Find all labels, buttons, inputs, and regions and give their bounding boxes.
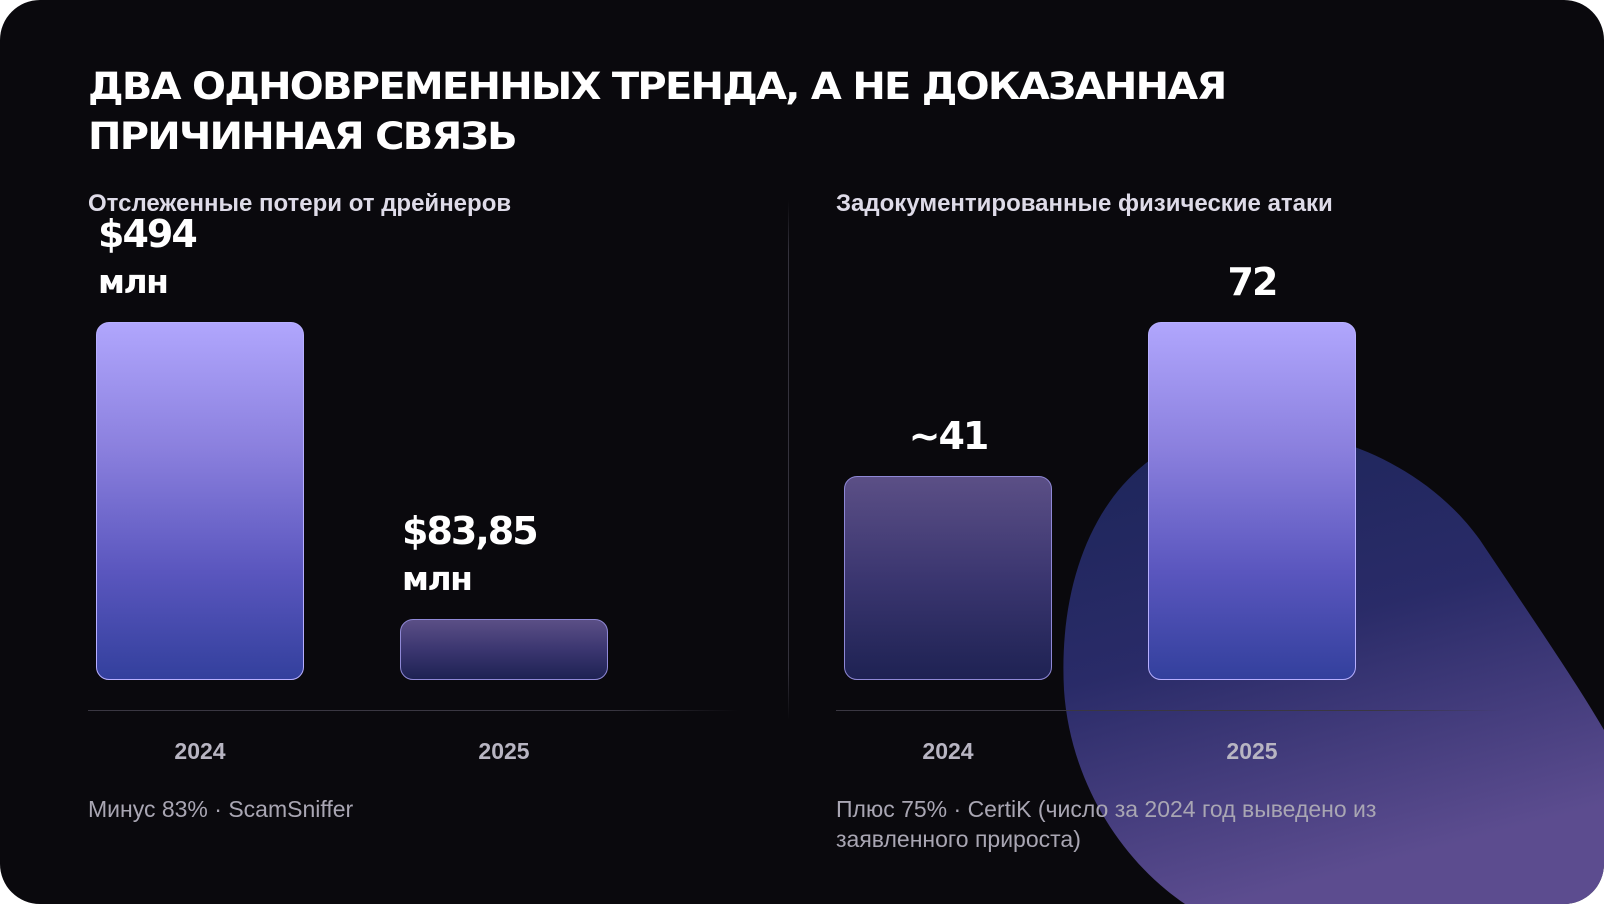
chart-baseline bbox=[88, 710, 738, 711]
data-label-unit: млн bbox=[402, 559, 473, 599]
data-label-2025: $83,85 млн bbox=[402, 507, 539, 603]
data-label-2024: $494 млн bbox=[98, 210, 198, 306]
chart-title: Задокументированные физические атаки bbox=[836, 190, 1333, 217]
x-tick-label: 2024 bbox=[174, 738, 226, 764]
data-label-value: $494 bbox=[98, 212, 198, 256]
bar-2025 bbox=[400, 619, 608, 680]
bar-2024 bbox=[96, 322, 304, 680]
chart-panel-physical-attacks: Задокументированные физические атаки Плю… bbox=[836, 0, 1516, 904]
chart-title: Отслеженные потери от дрейнеров bbox=[88, 190, 512, 217]
x-tick-label: 2024 bbox=[922, 738, 974, 764]
x-tick-label: 2025 bbox=[478, 738, 530, 764]
data-label-2024: ~41 bbox=[844, 412, 1052, 460]
data-label-unit: млн bbox=[98, 262, 169, 301]
chart-panel-drainer-losses: Отслеженные потери от дрейнеров Минус 83… bbox=[88, 0, 738, 904]
data-label-2025: 72 bbox=[1148, 258, 1356, 306]
bar-2025 bbox=[1148, 322, 1356, 680]
chart-baseline bbox=[836, 710, 1504, 711]
bar-2024 bbox=[844, 476, 1052, 680]
chart-footnote: Плюс 75% · CertiK (число за 2024 год выв… bbox=[836, 796, 1377, 852]
x-tick-label: 2025 bbox=[1226, 738, 1278, 764]
chart-footnote: Минус 83% · ScamSniffer bbox=[88, 796, 354, 822]
data-label-value: $83,85 bbox=[402, 509, 539, 554]
page-title: Два одновременных тренда, а не доказанна… bbox=[88, 65, 1227, 158]
data-label-value: 72 bbox=[1227, 260, 1279, 304]
data-label-value: ~41 bbox=[908, 414, 990, 459]
panel-divider bbox=[788, 200, 789, 720]
